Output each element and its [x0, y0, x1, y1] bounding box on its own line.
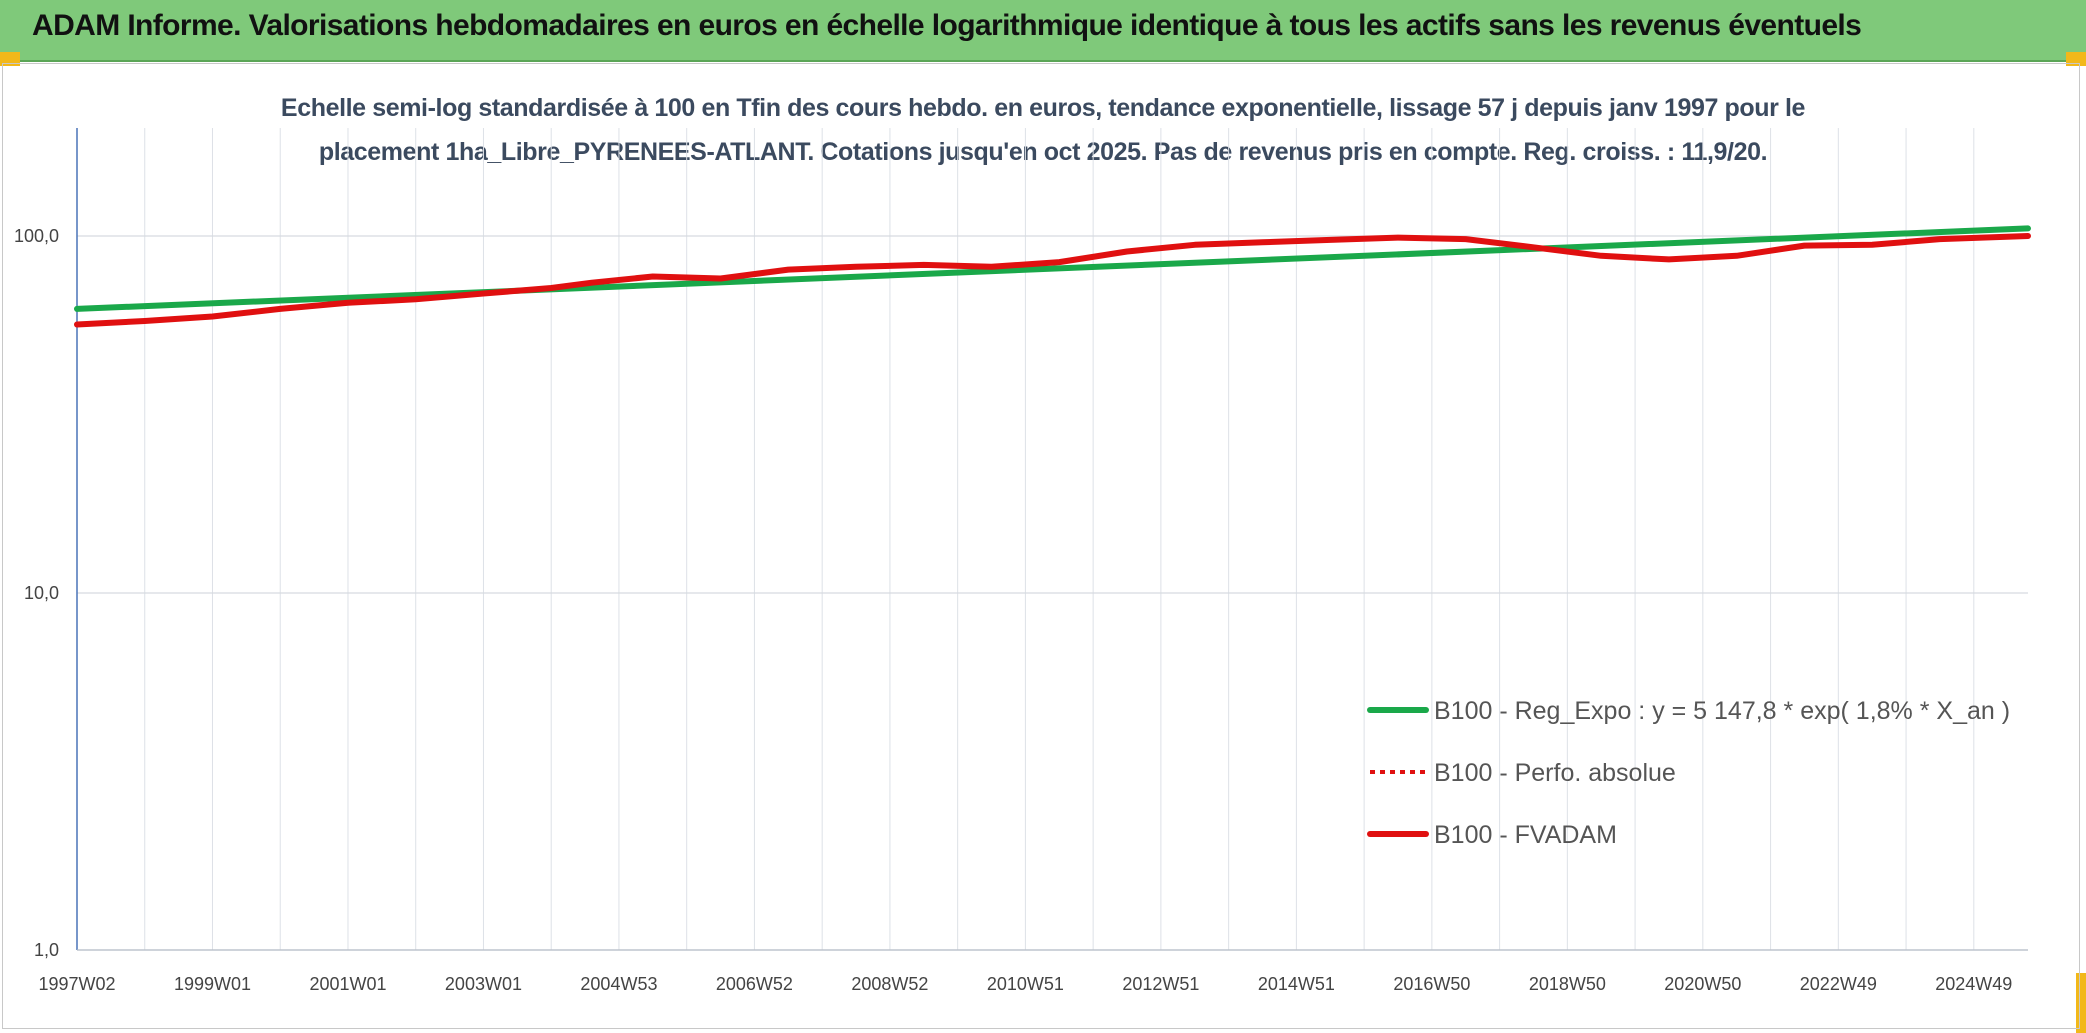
series-line-3 [74, 233, 2031, 328]
x-tick-label: 2003W01 [445, 974, 522, 994]
y-tick-label: 10,0 [24, 583, 59, 603]
x-tick-label: 2004W53 [580, 974, 657, 994]
x-tick-label: 2010W51 [987, 974, 1064, 994]
chart-title-line-2: placement 1ha_Libre_PYRENEES-ATLANT. Cot… [318, 138, 1768, 166]
chart-frame [2, 63, 2080, 1029]
x-tick-label: 2014W51 [1258, 974, 1335, 994]
x-tick-label: 2024W49 [1935, 974, 2012, 994]
corner-marker-bottom-right [2076, 973, 2086, 1033]
x-tick-label: 1997W02 [38, 974, 115, 994]
report-title: ADAM Informe. Valorisations hebdomadaire… [32, 9, 1862, 42]
report-banner: ADAM Informe. Valorisations hebdomadaire… [0, 0, 2086, 62]
legend-label-2: B100 - Perfo. absolue [1434, 759, 1676, 787]
y-tick-label: 100,0 [14, 226, 59, 246]
x-tick-label: 2006W52 [716, 974, 793, 994]
x-tick-label: 1999W01 [174, 974, 251, 994]
legend-label-3: B100 - FVADAM [1434, 821, 1617, 849]
x-tick-label: 2022W49 [1800, 974, 1877, 994]
corner-marker-left [0, 52, 20, 66]
legend-label-1: B100 - Reg_Expo : y = 5 147,8 * exp( 1,8… [1434, 697, 2010, 725]
corner-marker-right [2066, 52, 2086, 66]
x-tick-label: 2020W50 [1664, 974, 1741, 994]
chart-title-line-1: Echelle semi-log standardisée à 100 en T… [280, 94, 1806, 122]
y-tick-label: 1,0 [34, 940, 59, 960]
chart-title: Echelle semi-log standardisée à 100 en T… [0, 86, 2086, 174]
x-tick-label: 2012W51 [1122, 974, 1199, 994]
x-tick-label: 2008W52 [851, 974, 928, 994]
x-tick-label: 2001W01 [309, 974, 386, 994]
x-tick-label: 2016W50 [1393, 974, 1470, 994]
x-tick-label: 2018W50 [1529, 974, 1606, 994]
series-line-1 [74, 225, 2031, 312]
